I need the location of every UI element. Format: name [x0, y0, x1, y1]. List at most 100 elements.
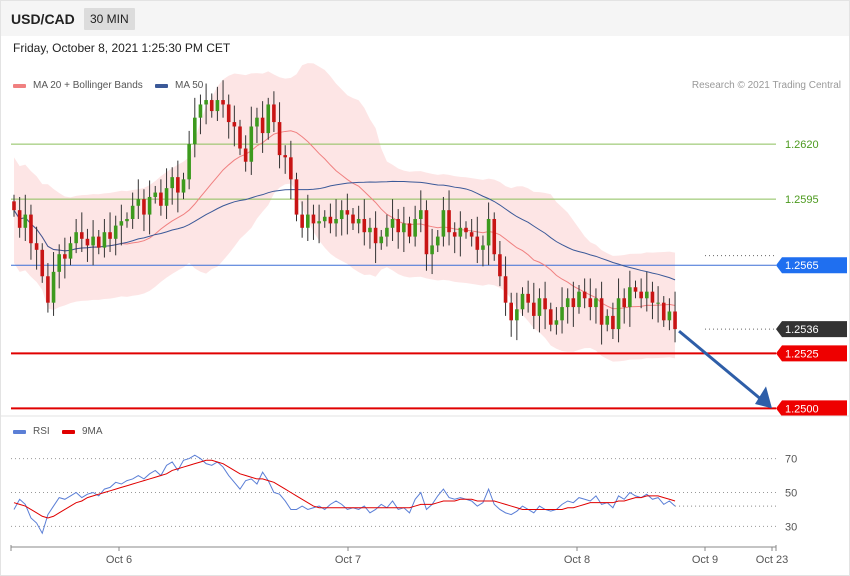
level-label-1.2620: 1.2620: [785, 139, 819, 151]
candle-body: [396, 218, 400, 233]
legend-ma20-label: MA 20 + Bollinger Bands: [33, 80, 143, 91]
timeframe-badge[interactable]: 30 MIN: [84, 8, 135, 30]
candle-body: [390, 218, 395, 228]
rsi-tick-label-70: 70: [785, 454, 797, 466]
time-tick-label-Oct-9: Oct 9: [692, 554, 718, 566]
candle-body: [289, 157, 293, 180]
credit-text: Research © 2021 Trading Central: [691, 80, 841, 91]
level-label-1.2595: 1.2595: [785, 194, 819, 206]
rsi-tick-label-30: 30: [785, 521, 797, 533]
candle-body: [447, 210, 451, 233]
chart-header: USD/CAD 30 MIN: [1, 1, 849, 36]
candle-body: [283, 155, 287, 158]
candle-body: [34, 243, 39, 250]
candle-body: [198, 104, 203, 118]
ma50-line: [13, 180, 676, 281]
candle-body: [232, 122, 237, 127]
candle-body: [334, 218, 338, 224]
candle-body: [661, 302, 666, 321]
ma20-swatch-icon: [13, 83, 26, 88]
candle-body: [582, 291, 587, 299]
candle-body: [96, 236, 101, 248]
candle-body: [379, 236, 384, 244]
legend-9ma-label: 9MA: [82, 426, 103, 437]
legend-rsi-label: RSI: [33, 426, 50, 437]
level-tag-1.2525: [776, 345, 847, 362]
candle-body: [159, 192, 163, 206]
candle-body: [645, 291, 649, 299]
time-tick-label-Oct-6: Oct 6: [106, 554, 132, 566]
candle-body: [560, 307, 564, 321]
candle-body: [221, 100, 225, 105]
candle-body: [452, 232, 457, 237]
candle-body: [68, 243, 73, 259]
time-tick-label-Oct-23: Oct 23: [756, 554, 788, 566]
candle-body: [492, 218, 497, 255]
candle-body: [441, 210, 446, 237]
ma9-swatch-icon: [62, 429, 75, 434]
candle-body: [339, 210, 344, 219]
candle-body: [469, 232, 474, 237]
candle-body: [458, 227, 463, 237]
bollinger-band-area: [14, 63, 676, 362]
candle-body: [571, 298, 576, 308]
candle-body: [238, 126, 242, 149]
candle-body: [142, 199, 146, 215]
candle-body: [164, 188, 169, 206]
level-tag-1.2565: [776, 257, 847, 274]
ma50-swatch-icon: [155, 83, 168, 88]
candle-body: [650, 291, 655, 303]
candle-body: [322, 216, 327, 222]
candle-body: [435, 236, 440, 246]
level-label-1.2565: 1.2565: [785, 260, 819, 272]
candle-body: [153, 192, 158, 197]
candle-body: [351, 214, 355, 224]
candle-body: [125, 218, 129, 222]
candle-body: [548, 309, 553, 325]
level-label-1.2500: 1.2500: [785, 403, 819, 415]
rsi-swatch-icon: [13, 429, 26, 434]
candle-body: [667, 311, 672, 321]
candle-body: [136, 199, 141, 206]
candle-body: [373, 227, 378, 244]
level-label-1.2525: 1.2525: [785, 348, 819, 360]
candle-body: [226, 104, 231, 123]
candle-body: [300, 214, 304, 228]
candle-body: [17, 210, 22, 228]
symbol-title: USD/CAD: [11, 11, 75, 27]
candle-body: [85, 238, 90, 246]
legend-ma50-label: MA 50: [175, 80, 204, 91]
candle-body: [543, 298, 547, 310]
rsi-line: [13, 454, 676, 535]
candle-body: [74, 232, 78, 244]
candle-body: [356, 218, 361, 224]
candle-body: [108, 232, 112, 239]
candle-body: [23, 214, 28, 228]
candle-body: [503, 276, 508, 303]
candle-body: [633, 287, 638, 292]
candle-body: [526, 293, 530, 303]
candle-body: [611, 315, 615, 330]
candle-body: [475, 236, 480, 250]
candle-body: [464, 227, 468, 233]
candle-body: [362, 218, 367, 233]
candle-body: [147, 196, 152, 215]
level-tag-1.2500: [776, 400, 847, 417]
candle-body: [498, 254, 502, 277]
candle-body: [407, 223, 412, 237]
candle-body: [181, 179, 186, 193]
candle-body: [272, 104, 276, 123]
candle-body: [419, 210, 423, 219]
level-tag-1.2536: [776, 321, 847, 338]
candle-body: [673, 311, 677, 330]
legend-ma20: MA 20 + Bollinger Bands: [13, 80, 143, 91]
forecast-arrow-head-icon: [755, 386, 772, 409]
candle-body: [306, 214, 310, 228]
candle-body: [599, 298, 604, 325]
candle-body: [345, 210, 350, 215]
candle-body: [328, 216, 333, 224]
candle-body: [537, 298, 542, 316]
candle-body: [277, 122, 282, 156]
candle-body: [515, 309, 519, 321]
candle-body: [63, 254, 67, 259]
